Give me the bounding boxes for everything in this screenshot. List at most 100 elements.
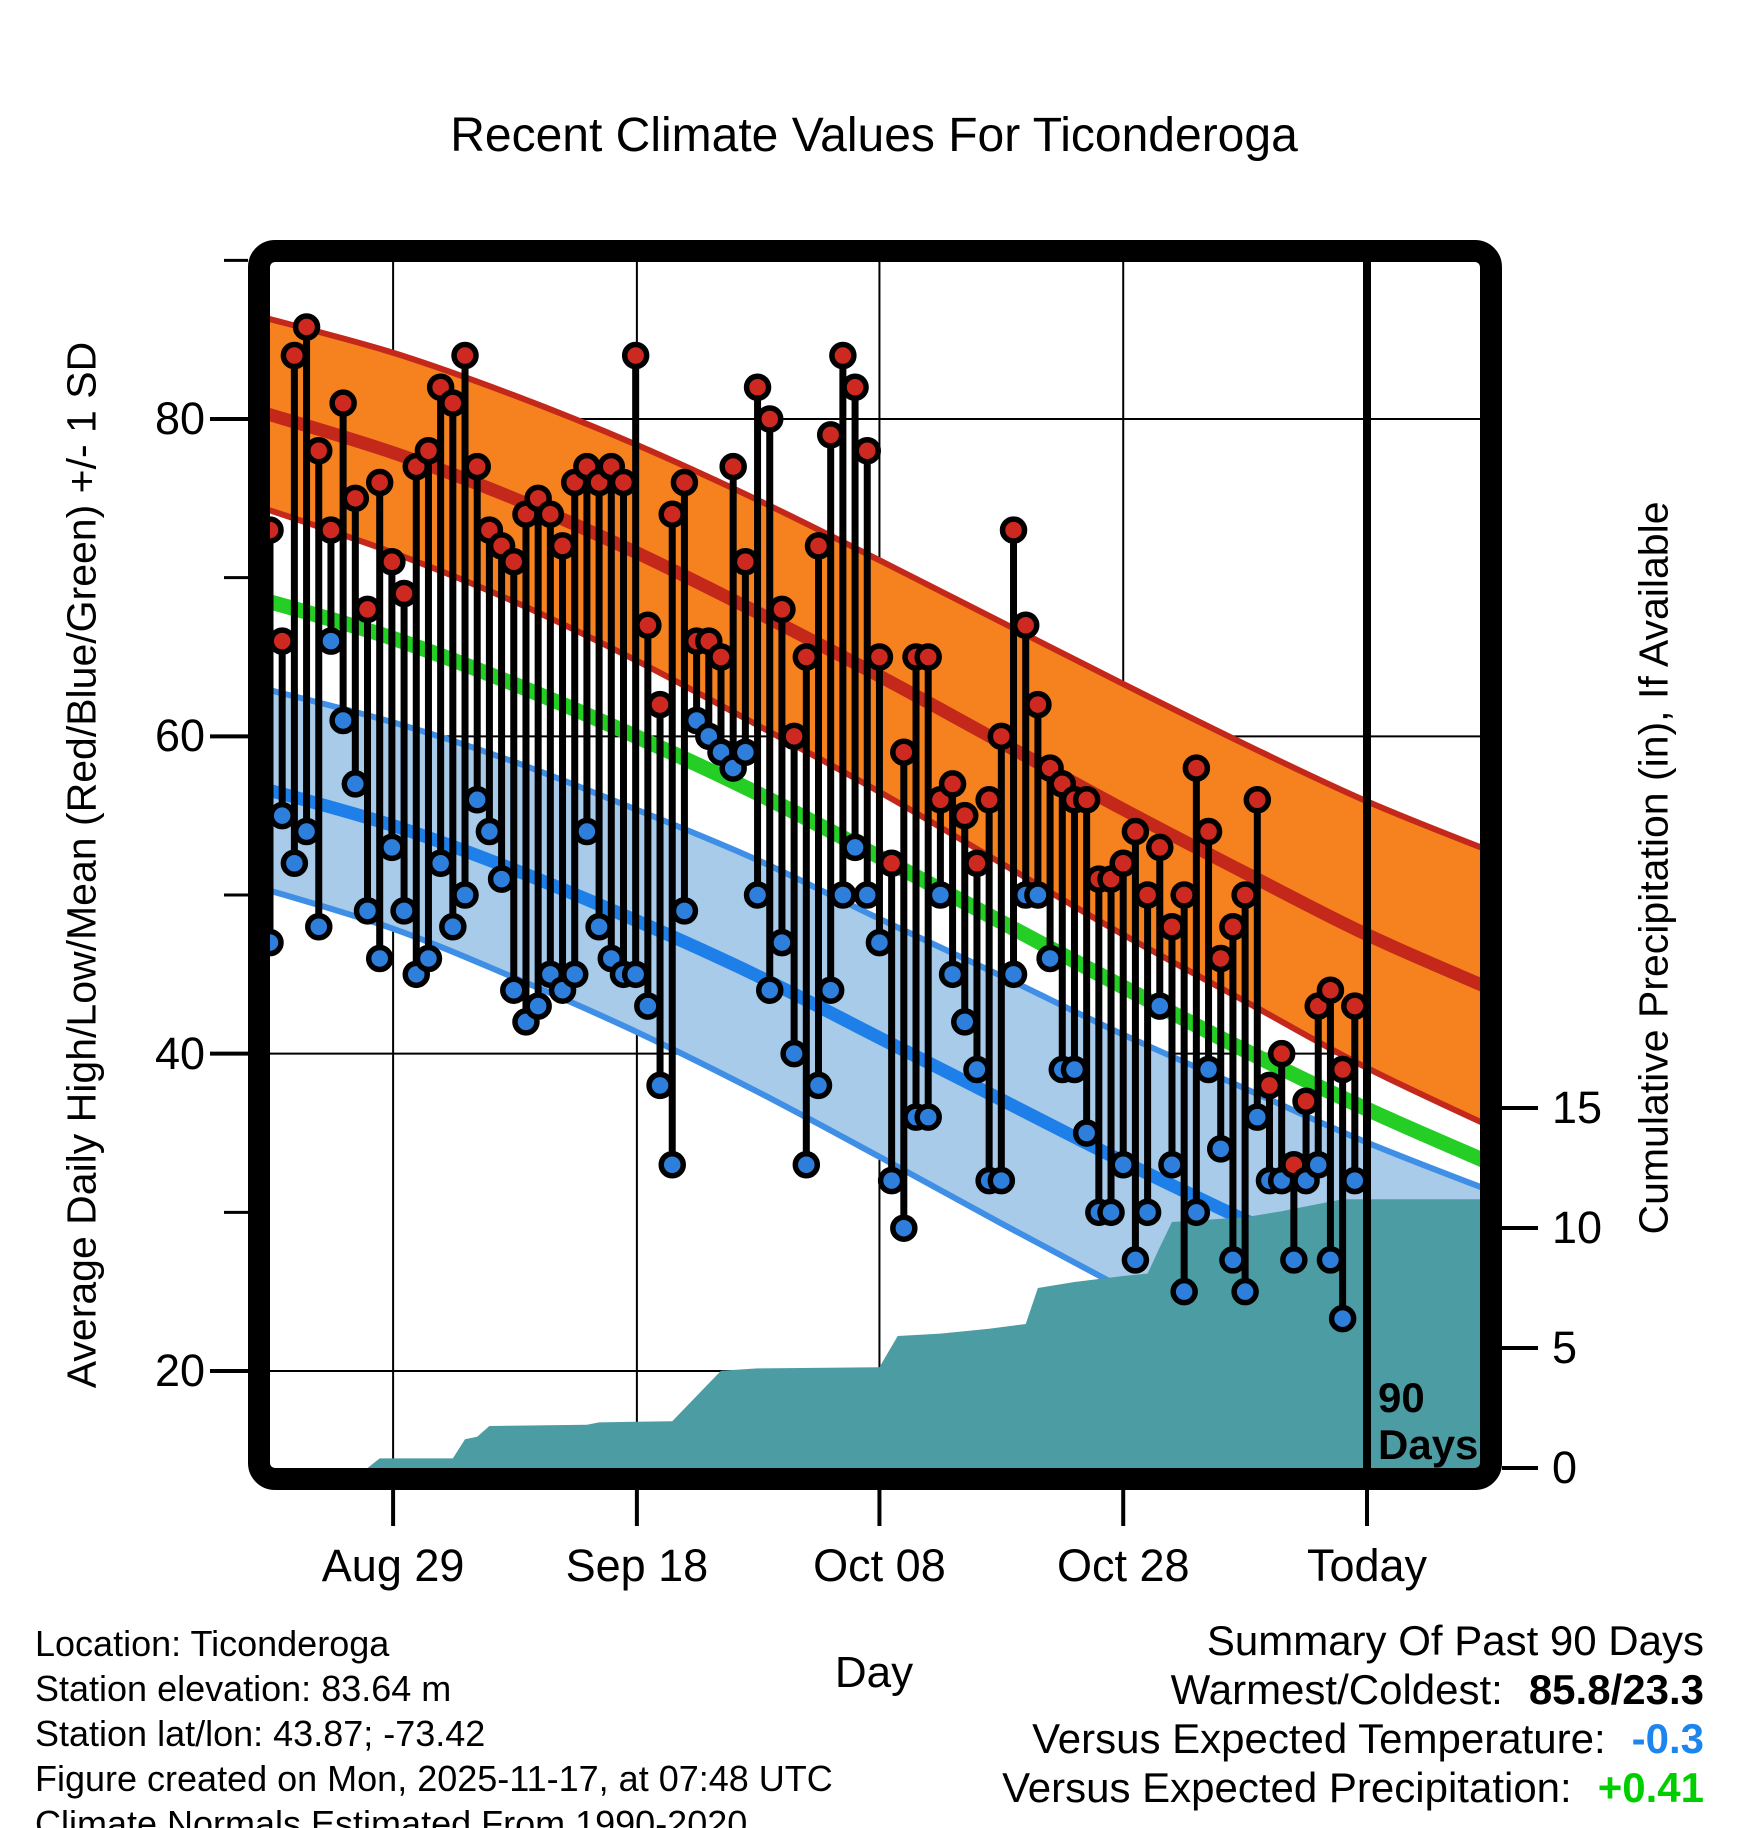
high-dot [329,389,357,417]
low-dot [621,960,650,989]
y-left-tick-label: 80 [154,392,205,444]
high-dot [963,849,991,878]
low-dot [1243,1103,1272,1131]
high-temp-band-upper-edge [270,315,1480,851]
page-title: Recent Climate Values For Ticonderoga [450,109,1298,162]
low-dot [768,928,796,957]
low-dot [1280,1246,1308,1274]
low-dot [1231,1277,1259,1306]
low-dot [1133,1198,1162,1227]
high-dot [1292,1087,1320,1116]
low-dot [585,912,613,941]
footer-note: Climate Normals Estimated From 1990-2020 [35,1803,748,1828]
low-dot [792,1150,821,1179]
low-dot [926,881,955,909]
low-dot [1328,1304,1357,1333]
low-dot [270,928,284,957]
high-dot [536,500,565,528]
high-dot [780,722,808,751]
low-dot [317,627,345,655]
low-dot [999,960,1028,989]
high-dot [1170,881,1198,909]
footer-notes: Location: Ticonderoga Station elevation: … [35,1621,833,1828]
x-tick-label: Today [1306,1540,1428,1591]
low-dot [646,1071,674,1100]
high-dot [365,468,394,497]
low-dot [804,1071,833,1100]
low-dot [829,881,857,909]
low-dot [1158,1150,1186,1179]
high-dot [317,516,345,544]
summary-row-label: Warmest/Coldest: [1170,1666,1503,1713]
high-dot [658,500,686,528]
low-dot [1036,944,1064,973]
high-dot [1316,976,1345,1004]
high-dot [755,405,784,433]
high-dot [1072,786,1101,814]
low-dot [987,1166,1016,1195]
summary-row-value: 85.8/23.3 [1528,1666,1704,1713]
high-dot [975,786,1003,814]
low-dot [877,1166,906,1195]
low-dot [1194,1055,1223,1084]
high-dot [305,436,333,465]
low-dot [390,897,418,925]
high-dot [999,516,1028,544]
low-dot [280,849,309,878]
low-dot [305,912,333,941]
x-tick-label: Aug 29 [321,1540,465,1591]
low-dot [439,912,467,941]
high-dot [1231,881,1259,909]
high-dot [804,532,833,560]
low-dot [1341,1166,1369,1195]
high-dot [1133,881,1162,909]
high-dot [853,436,882,465]
high-dot [1206,944,1235,973]
high-dot [731,548,760,576]
high-dot [1194,817,1223,846]
summary-title: Summary Of Past 90 Days [1206,1617,1704,1664]
low-dot [865,928,894,957]
low-dot [353,897,382,925]
low-dot [1146,992,1174,1020]
high-dot [1158,912,1186,941]
summary-row: Versus Expected Precipitation: +0.41 [1002,1763,1704,1812]
low-dot [329,706,357,735]
high-dot [378,548,406,576]
y-left-tick-label: 40 [154,1027,205,1079]
low-dot [938,960,967,989]
y-left-tick-label: 60 [154,710,205,762]
low-dot [963,1055,991,1084]
low-dot [270,801,296,830]
footer-note: Figure created on Mon, 2025-11-17, at 07… [35,1758,833,1799]
high-dot [1219,912,1247,941]
high-dot [292,313,321,341]
low-dot [853,881,882,909]
summary-row-label: Versus Expected Precipitation: [1002,1764,1572,1811]
low-dot [1109,1150,1137,1179]
high-dot [841,373,869,402]
footer-note: Location: Ticonderoga [35,1623,390,1664]
cumulative-precip-area [270,1199,1480,1468]
high-dot [353,595,382,624]
x-tick-label: Sep 18 [565,1540,709,1591]
low-dot [890,1214,918,1242]
low-dot [1097,1198,1125,1227]
low-dot [487,865,516,893]
high-dot [1267,1039,1296,1068]
high-dot [270,627,296,655]
low-dot [1024,881,1052,909]
low-dot [1170,1277,1198,1306]
summary-row: Warmest/Coldest: 85.8/23.3 [1002,1665,1704,1714]
low-dot [341,770,370,798]
x-axis-label: Day [834,1648,914,1697]
high-dot [865,643,894,671]
low-dot [451,881,479,909]
high-dot [1024,690,1052,719]
ninety-days-line2: Days [1378,1421,1479,1468]
low-dot [426,849,455,878]
high-dot [987,722,1016,751]
high-dot [1243,786,1272,814]
low-dot [670,897,699,925]
high-dot [877,849,906,878]
